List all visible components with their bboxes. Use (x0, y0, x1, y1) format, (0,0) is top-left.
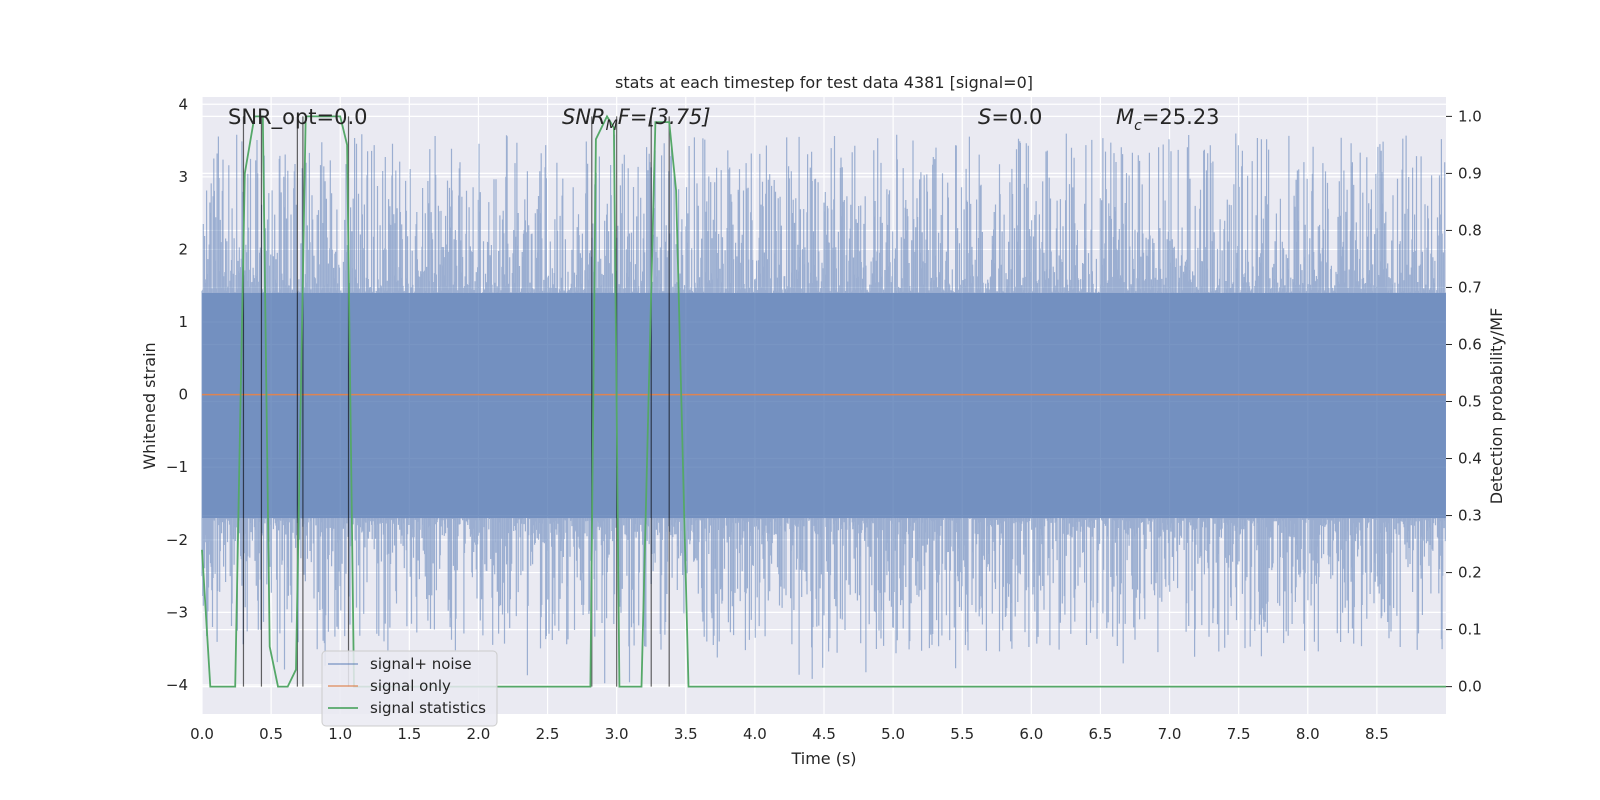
legend-box (321, 650, 498, 727)
y-right-tick-label: 0.3 (1458, 507, 1482, 525)
y-right-tick-label: 0.7 (1458, 278, 1482, 296)
annotation-snr-mf: SNRMF=[3.75] (562, 105, 711, 134)
x-tick-label: 2.5 (536, 725, 560, 743)
x-tick-label: 6.0 (1019, 725, 1043, 743)
y-left-tick-label: −2 (166, 531, 188, 549)
y-left-tick-label: 4 (178, 95, 188, 113)
x-tick-label: 4.0 (743, 725, 767, 743)
y-right-tick-label: 0.1 (1458, 621, 1482, 639)
annotation-s: S=0.0 (978, 105, 1042, 129)
x-tick-label: 7.0 (1158, 725, 1182, 743)
y-axis-right-label: Detection probability/MF (1487, 308, 1506, 505)
legend-label-signal-only: signal only (370, 677, 451, 695)
y-left-tick-label: −3 (166, 603, 188, 621)
y-right-tick-label: 0.8 (1458, 221, 1482, 239)
y-right-tick-label: 0.4 (1458, 450, 1482, 468)
x-tick-label: 1.0 (328, 725, 352, 743)
y-right-tick-label: 0.9 (1458, 164, 1482, 182)
y-left-tick-label: 3 (178, 168, 188, 186)
x-tick-label: 5.0 (881, 725, 905, 743)
y-left-tick-label: 1 (178, 313, 188, 331)
x-tick-label: 5.5 (950, 725, 974, 743)
x-tick-label: 3.0 (605, 725, 629, 743)
y-right-tick-label: 0.0 (1458, 678, 1482, 696)
series-signal-plus-noise (201, 133, 1446, 684)
y-axis-right-ticks: 1.0 0.9 0.8 0.7 0.6 0.5 0.4 0.3 0.2 0.1 0.0 (1446, 107, 1482, 696)
legend: signal+ noise signal only signal statist… (321, 650, 498, 727)
x-tick-label: 8.5 (1365, 725, 1389, 743)
legend-label-noise: signal+ noise (370, 655, 472, 673)
x-tick-label: 8.0 (1296, 725, 1320, 743)
annotation-snr-opt: SNR_opt=0.0 (228, 105, 368, 130)
x-axis-label: Time (s) (790, 749, 856, 768)
x-tick-label: 7.5 (1227, 725, 1251, 743)
x-tick-label: 3.5 (674, 725, 698, 743)
x-tick-label: 6.5 (1089, 725, 1113, 743)
y-right-tick-label: 0.2 (1458, 564, 1482, 582)
y-left-tick-label: 2 (178, 240, 188, 258)
y-left-tick-label: −4 (166, 676, 188, 694)
x-tick-label: 4.5 (812, 725, 836, 743)
x-axis-ticks: 0.0 0.5 1.0 1.5 2.0 2.5 3.0 3.5 4.0 4.5 5.0 5.5 6.0 6… (190, 725, 1389, 743)
y-right-tick-label: 1.0 (1458, 107, 1482, 125)
legend-label-statistics: signal statistics (370, 699, 486, 717)
y-axis-left-label: Whitened strain (140, 342, 159, 469)
y-right-tick-label: 0.6 (1458, 335, 1482, 353)
y-right-tick-label: 0.5 (1458, 393, 1482, 411)
y-left-tick-label: −1 (166, 458, 188, 476)
y-axis-left-ticks: 4 3 2 1 0 −1 −2 −3 −4 (166, 95, 188, 694)
x-tick-label: 0.0 (190, 725, 214, 743)
chart-title: stats at each timestep for test data 438… (615, 73, 1033, 92)
annotation-mc: Mc=25.23 (1116, 105, 1220, 134)
x-tick-label: 2.0 (467, 725, 491, 743)
x-tick-label: 1.5 (397, 725, 421, 743)
noise-core-band (202, 292, 1446, 519)
x-tick-label: 0.5 (259, 725, 283, 743)
y-left-tick-label: 0 (178, 386, 188, 404)
